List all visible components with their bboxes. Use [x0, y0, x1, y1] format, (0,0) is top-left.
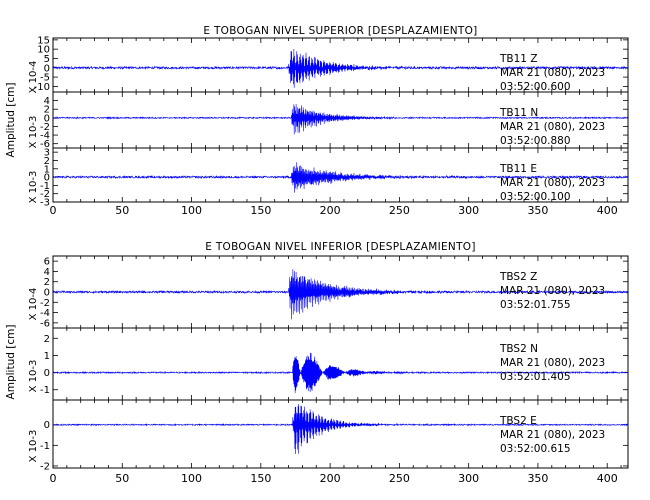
chart-2: E TOBOGAN NIVEL INFERIOR [DESPLAZAMIENTO…: [5, 241, 629, 485]
y-tick-label: -6: [40, 139, 50, 150]
x-tick-label: 300: [458, 204, 479, 217]
waveform-line: [52, 269, 629, 320]
y-axis-label: Amplitud [cm]: [5, 83, 17, 158]
y-tick-label: 5: [44, 54, 50, 65]
trace-station-label: TBS2 N: [499, 343, 538, 355]
x-tick-label: 50: [115, 204, 129, 217]
y-tick-label: -2: [40, 122, 50, 133]
y-tick-label: -4: [40, 308, 50, 319]
x-tick-label: 100: [181, 204, 202, 217]
x-tick-label: 200: [320, 204, 341, 217]
y-scale-label: X 10-3: [28, 171, 39, 204]
y-scale-label: X 10-4: [28, 288, 39, 321]
waveform-line: [52, 352, 629, 394]
y-tick-label: 2: [44, 156, 50, 167]
y-tick-label: -2: [40, 189, 50, 200]
x-tick-label: 300: [458, 472, 479, 485]
y-tick-label: -5: [40, 73, 50, 84]
y-tick-label: 4: [44, 96, 50, 107]
trace-date-label: MAR 21 (080), 2023: [500, 285, 605, 297]
trace-station-label: TBS2 Z: [499, 271, 537, 283]
y-tick-label: 4: [44, 267, 50, 278]
y-axis-label: Amplitud [cm]: [5, 325, 17, 400]
chart-title: E TOBOGAN NIVEL INFERIOR [DESPLAZAMIENTO…: [205, 241, 476, 253]
waveform-line: [52, 104, 629, 135]
y-tick-label: 2: [44, 277, 50, 288]
y-scale-label: X 10-4: [28, 61, 39, 94]
trace-station-label: TBS2 E: [499, 415, 537, 427]
y-scale-label: X 10-3: [28, 430, 39, 463]
y-tick-label: -4: [40, 131, 50, 142]
y-tick-label: 0: [44, 288, 50, 299]
y-scale-label: X 10-3: [28, 360, 39, 393]
y-tick-label: -2: [40, 298, 50, 309]
y-tick-label: 0: [44, 420, 50, 431]
trace-time-label: 03:52:00.880: [500, 135, 571, 147]
x-tick-label: 150: [250, 204, 271, 217]
x-tick-label: 100: [181, 472, 202, 485]
trace-time-label: 03:52:01.755: [500, 299, 571, 311]
y-tick-label: 0: [44, 173, 50, 184]
x-tick-label: 350: [527, 204, 548, 217]
waveform-line: [52, 49, 629, 88]
y-tick-label: 6: [44, 257, 50, 268]
y-tick-label: -6: [40, 318, 50, 329]
trace-date-label: MAR 21 (080), 2023: [500, 429, 605, 441]
trace-date-label: MAR 21 (080), 2023: [500, 177, 605, 189]
y-tick-label: 2: [44, 334, 50, 345]
waveform-line: [52, 404, 629, 455]
trace-time-label: 03:52:00.600: [500, 81, 571, 93]
trace-panel-tb11-n: 420-2-4-6X 10-3 TB11 N MAR 21 (080), 2023 0…: [28, 91, 629, 150]
y-tick-label: -1: [40, 181, 50, 192]
y-tick-label: 3: [44, 148, 50, 159]
x-tick-label: 250: [389, 472, 410, 485]
panel-frame: [52, 399, 629, 469]
y-tick-label: 0: [44, 113, 50, 124]
y-tick-label: 1: [44, 164, 50, 175]
y-tick-label: 0: [44, 63, 50, 74]
trace-panel-tbs2-n: 2 1 0 -1X 10-3 TBS2 N MAR 21 (080), 2023 03:52…: [28, 327, 629, 401]
y-tick-label: 0: [44, 368, 50, 379]
y-tick-label: -1: [40, 441, 50, 452]
y-scale-label: X 10-3: [28, 116, 39, 149]
chart-title: E TOBOGAN NIVEL SUPERIOR [DESPLAZAMIENTO…: [203, 25, 477, 37]
trace-time-label: 03:52:00.100: [500, 191, 571, 203]
y-tick-label: 10: [37, 45, 50, 56]
trace-station-label: TB11 E: [499, 163, 537, 175]
x-tick-label: 400: [597, 472, 618, 485]
trace-station-label: TB11 N: [499, 107, 538, 119]
trace-station-label: TB11 Z: [499, 53, 538, 65]
y-tick-label: 2: [44, 105, 50, 116]
x-tick-label: 0: [50, 472, 57, 485]
x-tick-label: 250: [389, 204, 410, 217]
x-tick-label: 0: [50, 204, 57, 217]
x-tick-label: 200: [320, 472, 341, 485]
x-tick-label: 400: [597, 204, 618, 217]
y-tick-label: -2: [40, 461, 50, 472]
x-tick-label: 50: [115, 472, 129, 485]
y-tick-label: -1: [40, 385, 50, 396]
waveform-line: [52, 162, 629, 193]
chart-1: E TOBOGAN NIVEL SUPERIOR [DESPLAZAMIENTO…: [5, 25, 629, 217]
trace-panel-tbs2-e: 0 -1 -2X 10-3 TBS2 E MAR 21 (080), 2023 03:52…: [28, 399, 629, 472]
y-tick-label: -10: [34, 82, 50, 93]
trace-date-label: MAR 21 (080), 2023: [500, 67, 605, 79]
panel-frame: [52, 147, 629, 203]
trace-time-label: 03:52:00.615: [500, 443, 571, 455]
y-tick-label: 15: [37, 35, 50, 46]
y-tick-label: -3: [40, 198, 50, 209]
trace-date-label: MAR 21 (080), 2023: [500, 121, 605, 133]
trace-date-label: MAR 21 (080), 2023: [500, 357, 605, 369]
x-tick-label: 350: [527, 472, 548, 485]
y-tick-label: 1: [44, 351, 50, 362]
trace-time-label: 03:52:01.405: [500, 371, 571, 383]
x-tick-label: 150: [250, 472, 271, 485]
